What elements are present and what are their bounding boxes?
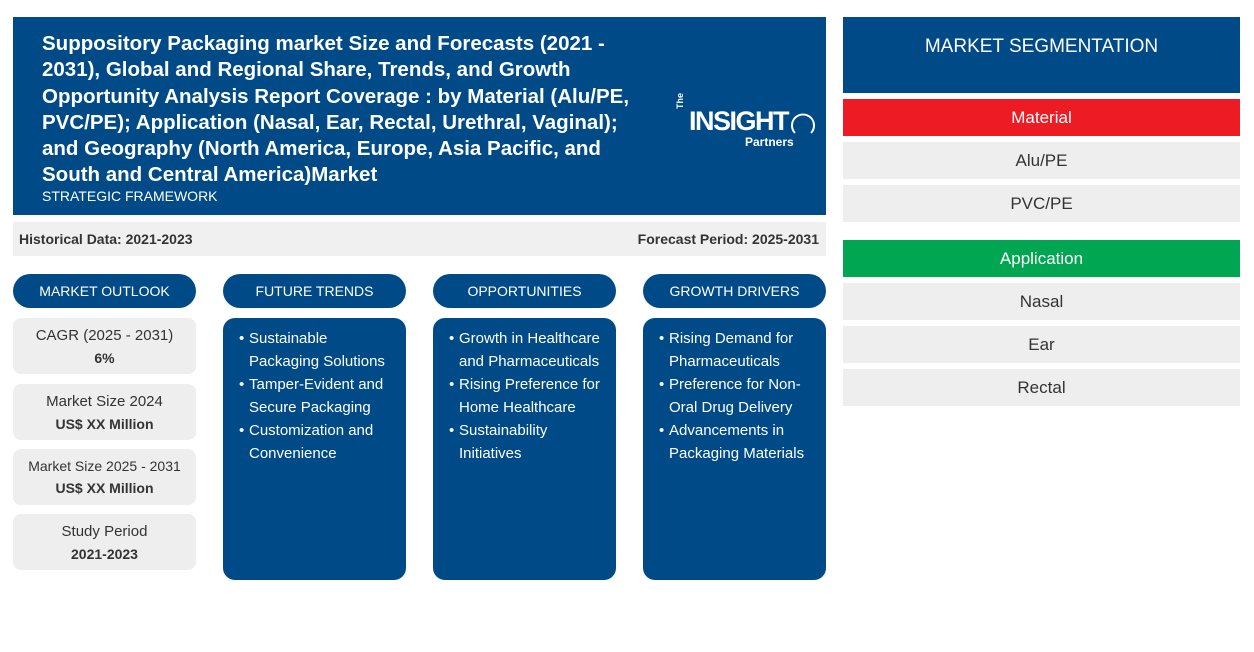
market-size-forecast-stat: Market Size 2025 - 2031 US$ XX Million xyxy=(13,449,196,505)
market-segmentation-title: MARKET SEGMENTATION xyxy=(843,17,1240,93)
logo-arc-icon xyxy=(791,113,815,134)
cagr-stat: CAGR (2025 - 2031) 6% xyxy=(13,318,196,374)
period-bar: Historical Data: 2021-2023 Forecast Peri… xyxy=(13,222,826,256)
list-item: • Customization and Convenience xyxy=(239,422,374,462)
segment-item-rectal: Rectal xyxy=(843,369,1240,406)
forecast-period-label: Forecast Period: 2025-2031 xyxy=(637,231,819,247)
growth-drivers-card: • Rising Demand for Pharmaceuticals • Pref… xyxy=(643,318,826,580)
report-title: Suppository Packaging market Size and Fo… xyxy=(42,32,630,187)
report-header: Suppository Packaging market Size and Fo… xyxy=(13,17,826,215)
historical-data-label: Historical Data: 2021-2023 xyxy=(19,231,193,247)
list-item: • Sustainability Initiatives xyxy=(449,422,548,462)
report-subtitle: STRATEGIC FRAMEWORK xyxy=(42,188,218,204)
segment-item-pvc-pe: PVC/PE xyxy=(843,185,1240,222)
segment-item-ear: Ear xyxy=(843,326,1240,363)
list-item: • Rising Preference for Home Healthcare xyxy=(449,376,600,416)
future-trends-card: • Sustainable Packaging Solutions • Tamper… xyxy=(223,318,406,580)
list-item: • Sustainable Packaging Solutions xyxy=(239,330,385,370)
list-item: • Advancements in Packaging Materials xyxy=(659,422,805,462)
opportunities-header: OPPORTUNITIES xyxy=(433,274,616,308)
list-item: • Preference for Non-Oral Drug Delivery xyxy=(659,376,801,416)
application-category: Application xyxy=(843,240,1240,277)
segment-item-nasal: Nasal xyxy=(843,283,1240,320)
list-item: • Tamper-Evident and Secure Packaging xyxy=(239,376,384,416)
list-item: • Rising Demand for Pharmaceuticals xyxy=(659,330,794,370)
study-period-stat: Study Period 2021-2023 xyxy=(13,514,196,570)
opportunities-card: • Growth in Healthcare and Pharmaceutical… xyxy=(433,318,616,580)
future-trends-header: FUTURE TRENDS xyxy=(223,274,406,308)
list-item: • Growth in Healthcare and Pharmaceutical… xyxy=(449,330,600,370)
segment-item-alu-pe: Alu/PE xyxy=(843,142,1240,179)
growth-drivers-header: GROWTH DRIVERS xyxy=(643,274,826,308)
material-category: Material xyxy=(843,99,1240,136)
market-size-2024-stat: Market Size 2024 US$ XX Million xyxy=(13,384,196,440)
insight-partners-logo: The INSIGHT Partners xyxy=(673,93,815,161)
market-outlook-header: MARKET OUTLOOK xyxy=(13,274,196,308)
